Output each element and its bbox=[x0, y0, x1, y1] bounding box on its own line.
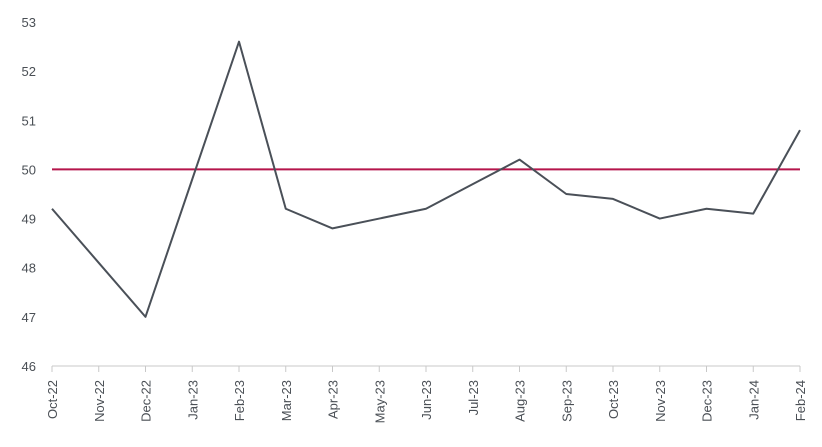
y-tick-label: 52 bbox=[22, 64, 36, 79]
x-tick-label: Feb-24 bbox=[793, 380, 808, 421]
x-tick-label: Nov-22 bbox=[92, 380, 107, 422]
x-tick-label: May-23 bbox=[372, 380, 387, 423]
y-tick-label: 49 bbox=[22, 212, 36, 227]
x-tick-label: Nov-23 bbox=[653, 380, 668, 422]
x-tick-label: Dec-22 bbox=[139, 380, 154, 422]
y-tick-label: 46 bbox=[22, 359, 36, 374]
x-tick-label: Oct-22 bbox=[45, 380, 60, 419]
y-tick-label: 48 bbox=[22, 261, 36, 276]
x-tick-label: Aug-23 bbox=[513, 380, 528, 422]
y-tick-label: 47 bbox=[22, 310, 36, 325]
x-tick-label: Sep-23 bbox=[559, 380, 574, 422]
x-tick-label: Jan-23 bbox=[185, 380, 200, 420]
x-tick-label: Jul-23 bbox=[466, 380, 481, 415]
y-tick-label: 50 bbox=[22, 162, 36, 177]
y-tick-label: 53 bbox=[22, 15, 36, 30]
x-tick-label: Apr-23 bbox=[326, 380, 341, 419]
y-tick-label: 51 bbox=[22, 113, 36, 128]
x-tick-label: Oct-23 bbox=[606, 380, 621, 419]
x-tick-label: Dec-23 bbox=[700, 380, 715, 422]
x-tick-label: Mar-23 bbox=[279, 380, 294, 421]
series-line bbox=[51, 40, 801, 318]
x-tick-label: Jan-24 bbox=[746, 380, 761, 420]
x-tick-label: Feb-23 bbox=[232, 380, 247, 421]
x-axis-ticks: Oct-22 Nov-22 Dec-22 Jan-23 Feb-23 Mar-23 Apr-… bbox=[45, 366, 808, 423]
y-axis-ticks: 46 47 48 49 50 51 52 53 bbox=[22, 15, 36, 374]
x-tick-label: Jun-23 bbox=[419, 380, 434, 420]
